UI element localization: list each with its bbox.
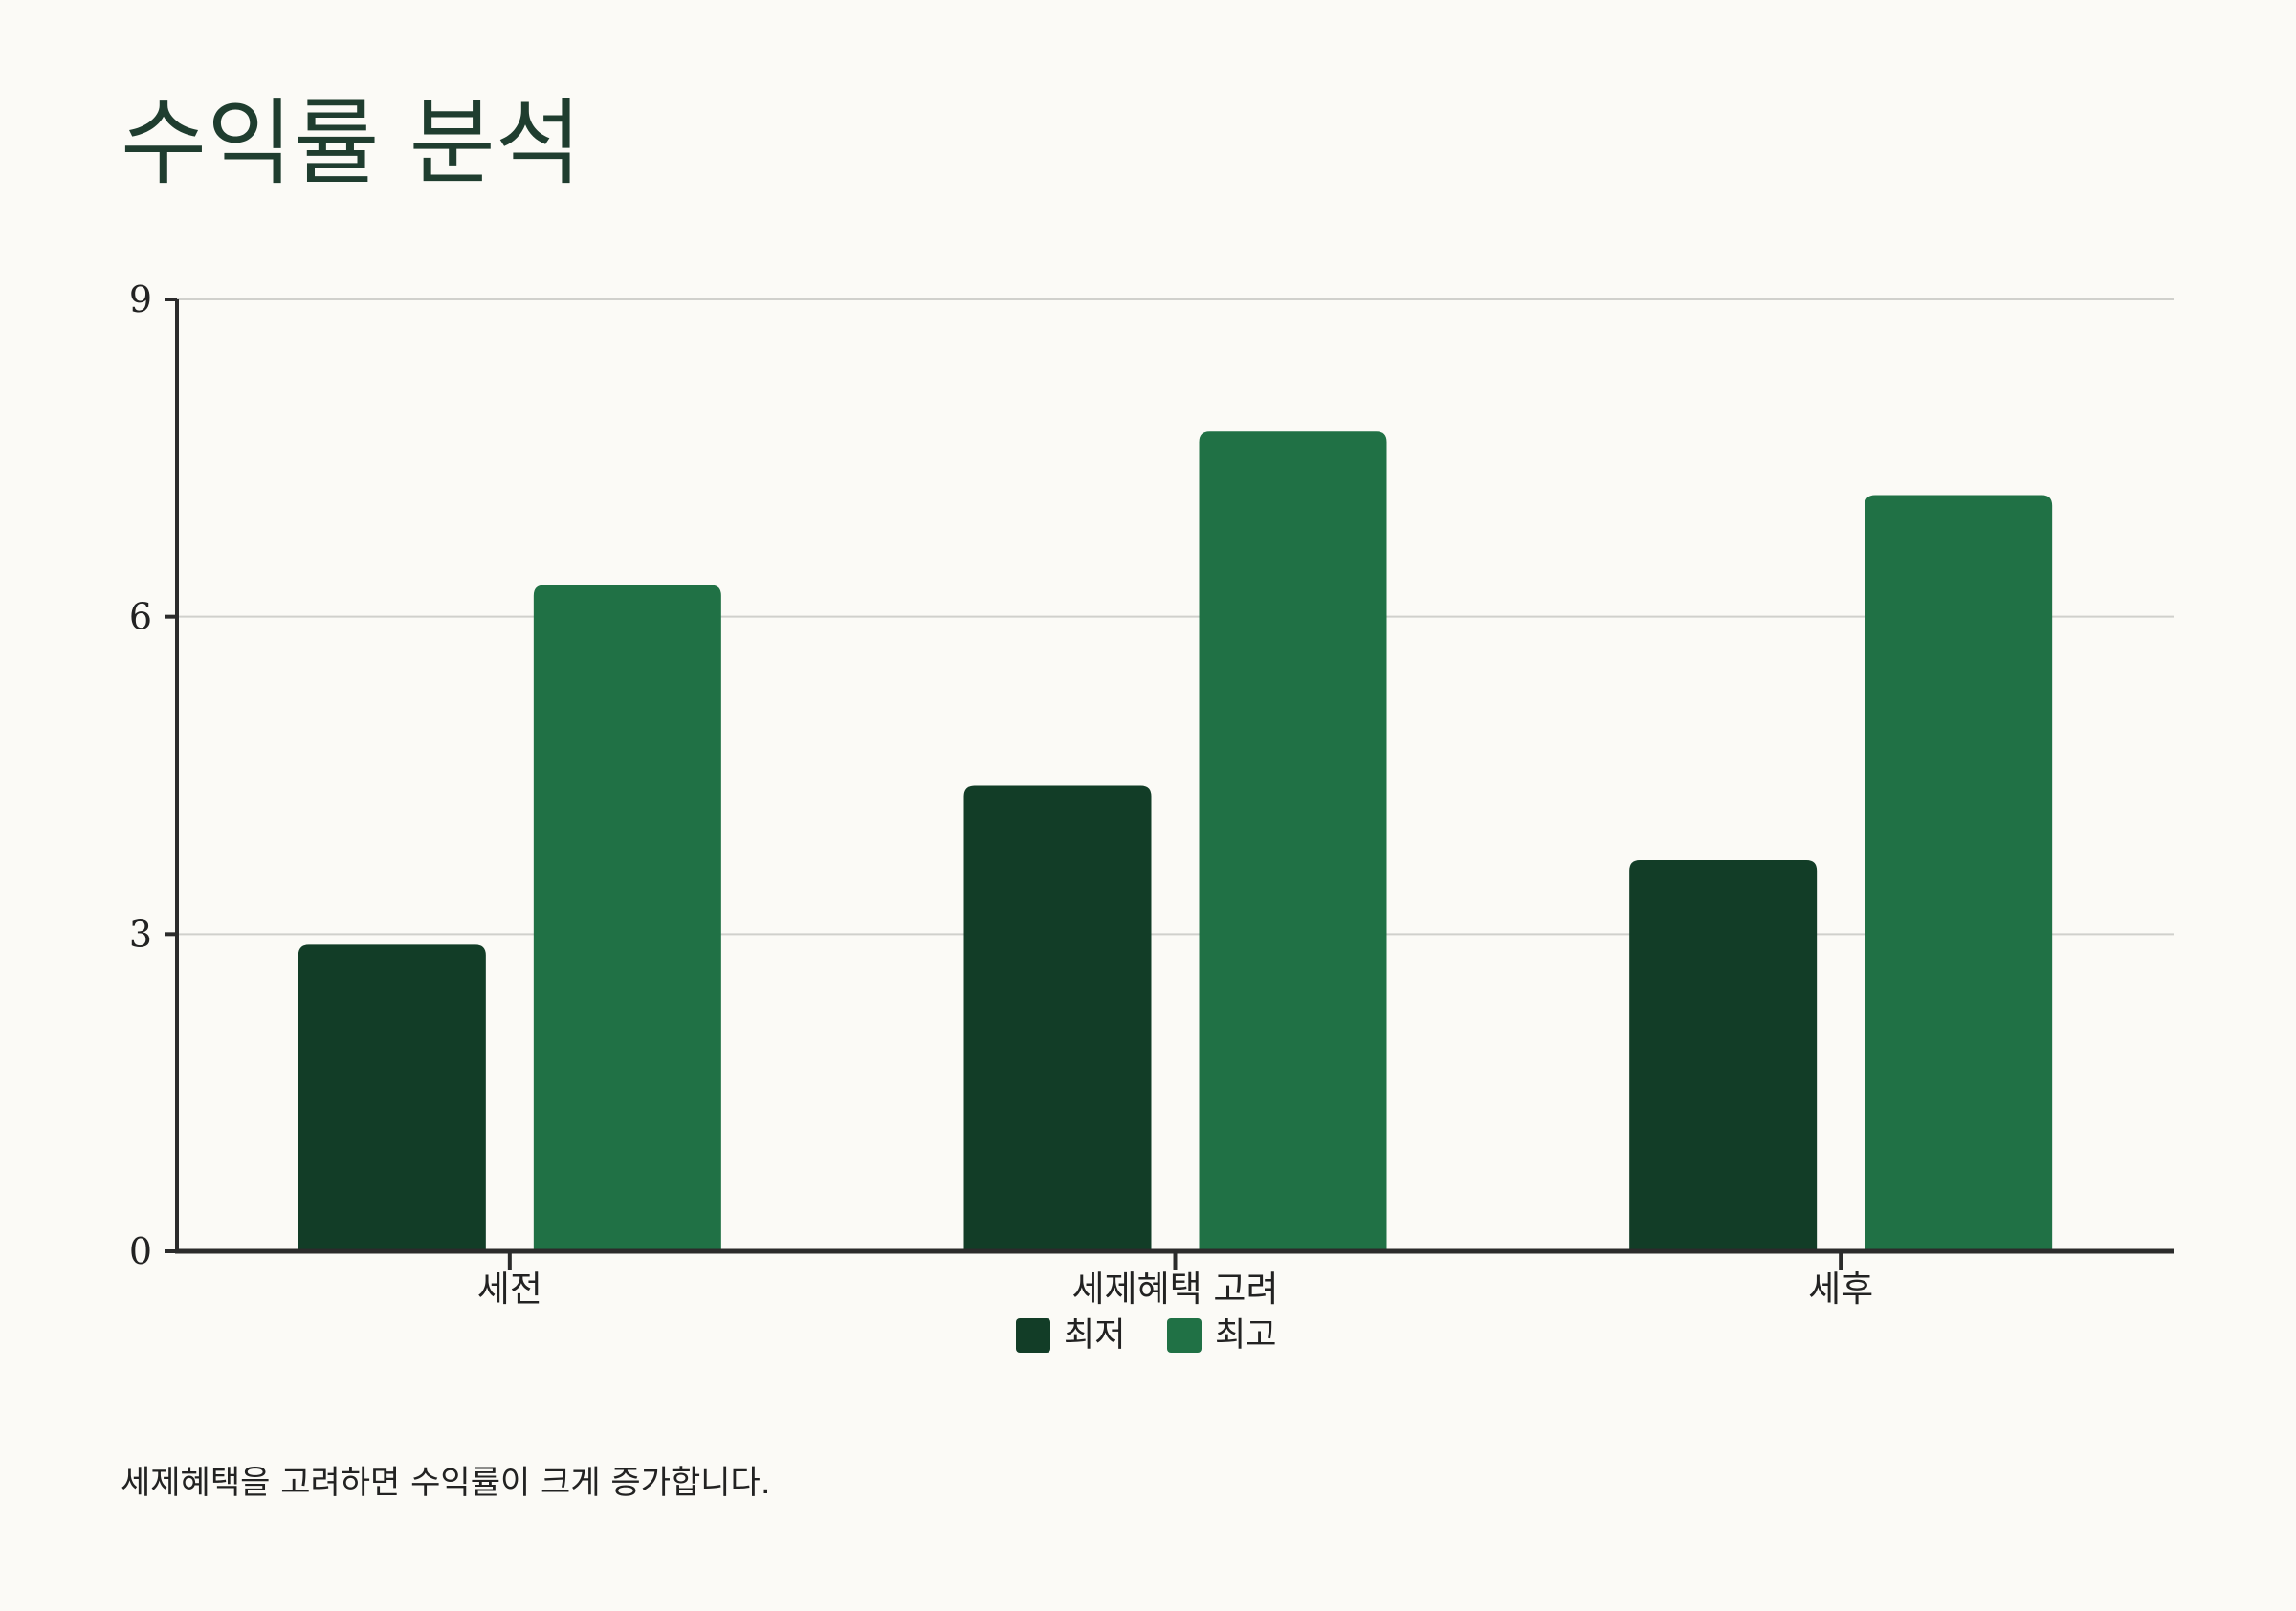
- legend-label-1: 최고: [1215, 1316, 1276, 1355]
- legend-swatch-0: [1016, 1318, 1050, 1353]
- legend-swatch-1: [1167, 1318, 1202, 1353]
- bar-min-0: [298, 944, 486, 1251]
- x-tick-label: 세전: [477, 1269, 542, 1310]
- legend: 최저 최고: [1016, 1316, 1276, 1355]
- x-tick-label: 세후: [1808, 1269, 1873, 1310]
- axes: 0 3 6 9 세전 세제혜택 고려 세후: [129, 278, 2174, 1310]
- bar-max-1: [1199, 431, 1387, 1251]
- bar-max-0: [533, 585, 721, 1251]
- legend-label-0: 최저: [1064, 1316, 1125, 1355]
- bar-min-1: [963, 785, 1152, 1251]
- bar-max-2: [1865, 495, 2053, 1251]
- y-tick-label: 9: [129, 278, 152, 320]
- page-title: 수익률 분석: [121, 89, 582, 198]
- y-tick-label: 6: [129, 596, 152, 638]
- chart-caption: 세제혜택을 고려하면 수익률이 크게 증가합니다.: [121, 1464, 771, 1502]
- y-tick-label: 0: [129, 1230, 152, 1272]
- x-tick-label: 세제혜택 고려: [1071, 1269, 1278, 1310]
- y-tick-label: 3: [129, 913, 152, 955]
- bars: [298, 431, 2053, 1251]
- bar-min-2: [1629, 859, 1818, 1251]
- grid-lines: [177, 298, 2174, 936]
